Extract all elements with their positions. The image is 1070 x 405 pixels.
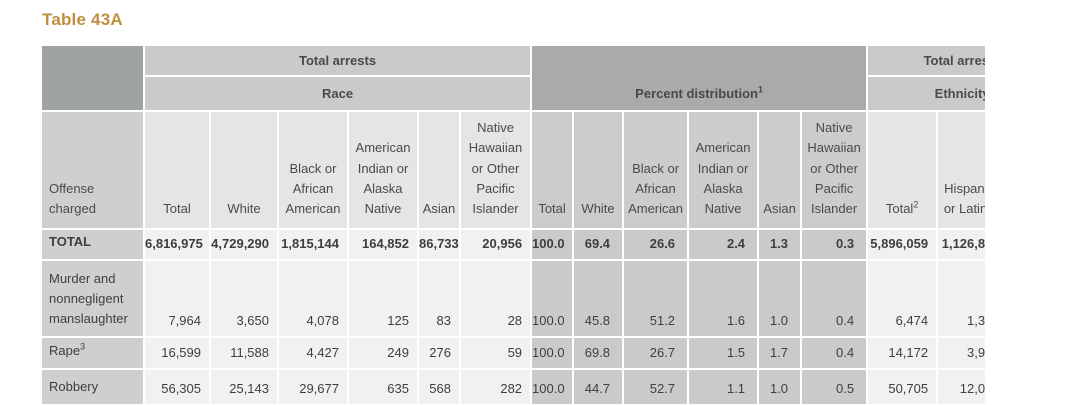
data-cell: 29,677 (277, 368, 349, 405)
col-header-race-nhopi: Native Hawaiian or Other Pacific Islande… (458, 110, 533, 230)
data-cell: 100.0 (530, 336, 575, 370)
data-cell: 83 (417, 259, 461, 338)
data-cell: 69.8 (572, 336, 625, 370)
data-cell: 100.0 (530, 228, 575, 261)
header-percent-distribution: Percent distribution1 (530, 44, 869, 112)
data-cell: 0.3 (800, 228, 869, 261)
data-cell: 125 (347, 259, 419, 338)
data-cell: 69.4 (572, 228, 625, 261)
data-cell: 1.5 (687, 336, 760, 370)
data-cell: 1.6 (687, 259, 760, 338)
col-header-pct-aian: American Indian or Alaska Native (687, 110, 760, 230)
data-cell: 635 (347, 368, 419, 405)
data-cell: 3,650 (209, 259, 279, 338)
col-header-race-black: Black or African American (277, 110, 349, 230)
col-header-eth-hispanic: Hispanic or Latino (936, 110, 985, 230)
table-row-robbery: Robbery 56,305 25,143 29,677 635 568 282… (40, 368, 985, 405)
data-cell: 568 (417, 368, 461, 405)
col-header-race-aian: American Indian or Alaska Native (347, 110, 419, 230)
data-cell: 0.4 (800, 259, 869, 338)
data-cell: 6,474 (866, 259, 939, 338)
col-header-pct-white: White (572, 110, 625, 230)
col-header-pct-black: Black or African American (622, 110, 690, 230)
table-viewport: Total arrests Percent distribution1 Tota… (40, 44, 985, 405)
data-cell: 2.4 (687, 228, 760, 261)
data-cell: 44.7 (572, 368, 625, 405)
table-row-rape: Rape3 16,599 11,588 4,427 249 276 59 100… (40, 336, 985, 370)
offense-label: Robbery (40, 368, 145, 405)
data-cell: 59 (458, 336, 533, 370)
data-cell: 100.0 (530, 259, 575, 338)
header-race: Race (142, 75, 533, 112)
arrests-data-table: Total arrests Percent distribution1 Tota… (40, 44, 985, 405)
table-row-total: TOTAL 6,816,975 4,729,290 1,815,144 164,… (40, 228, 985, 261)
data-cell: 249 (347, 336, 419, 370)
col-header-race-asian: Asian (417, 110, 461, 230)
offense-label: Murder and nonnegligent manslaughter (40, 259, 145, 338)
data-cell: 20,956 (458, 228, 533, 261)
data-cell: 45.8 (572, 259, 625, 338)
data-cell: 3,9 (936, 336, 985, 370)
col-header-offense: Offense charged (40, 110, 145, 230)
data-cell: 11,588 (209, 336, 279, 370)
col-header-race-white: White (209, 110, 279, 230)
col-header-pct-nhopi: Native Hawaiian or Other Pacific Islande… (800, 110, 869, 230)
data-cell: 282 (458, 368, 533, 405)
percent-distribution-label: Percent distribution (635, 86, 758, 101)
col-header-pct-asian: Asian (757, 110, 803, 230)
data-cell: 1.1 (687, 368, 760, 405)
offense-label: Rape3 (40, 336, 145, 370)
data-cell: 1,815,144 (277, 228, 349, 261)
data-cell: 86,733 (417, 228, 461, 261)
data-cell: 1.0 (757, 259, 803, 338)
data-cell: 1.0 (757, 368, 803, 405)
header-total-arrests-ethnicity: Total arrests (866, 44, 985, 77)
header-ethnicity: Ethnicity (866, 75, 985, 112)
data-cell: 4,427 (277, 336, 349, 370)
data-cell: 276 (417, 336, 461, 370)
data-cell: 52.7 (622, 368, 690, 405)
data-cell: 16,599 (143, 336, 211, 370)
header-total-arrests-race: Total arrests (142, 44, 533, 77)
data-cell: 14,172 (866, 336, 939, 370)
data-cell: 1.7 (757, 336, 803, 370)
data-cell: 4,729,290 (209, 228, 279, 261)
footnote-3-marker: 3 (80, 341, 86, 352)
data-cell: 0.5 (800, 368, 869, 405)
corner-cell (40, 44, 145, 112)
col-header-race-total: Total (143, 110, 211, 230)
offense-text: Rape (49, 342, 81, 358)
footnote-2-marker: 2 (913, 199, 919, 210)
data-cell: 50,705 (866, 368, 939, 405)
footnote-1-marker: 1 (757, 84, 763, 95)
data-cell: 1.3 (757, 228, 803, 261)
data-cell: 1,126,8 (936, 228, 985, 261)
col-header-pct-total: Total (530, 110, 575, 230)
data-cell: 0.4 (800, 336, 869, 370)
eth-total-label: Total (885, 200, 914, 216)
data-cell: 26.7 (622, 336, 690, 370)
data-cell: 26.6 (622, 228, 690, 261)
table-row-murder: Murder and nonnegligent manslaughter 7,9… (40, 259, 985, 338)
data-cell: 5,896,059 (866, 228, 939, 261)
offense-label: TOTAL (40, 228, 145, 261)
data-cell: 100.0 (530, 368, 575, 405)
col-header-eth-total: Total2 (866, 110, 939, 230)
data-cell: 28 (458, 259, 533, 338)
data-cell: 25,143 (209, 368, 279, 405)
data-cell: 56,305 (143, 368, 211, 405)
data-cell: 51.2 (622, 259, 690, 338)
data-cell: 7,964 (143, 259, 211, 338)
data-cell: 164,852 (347, 228, 419, 261)
data-cell: 1,3 (936, 259, 985, 338)
data-cell: 4,078 (277, 259, 349, 338)
page-title: Table 43A (42, 10, 123, 29)
data-cell: 6,816,975 (143, 228, 211, 261)
data-cell: 12,0 (936, 368, 985, 405)
